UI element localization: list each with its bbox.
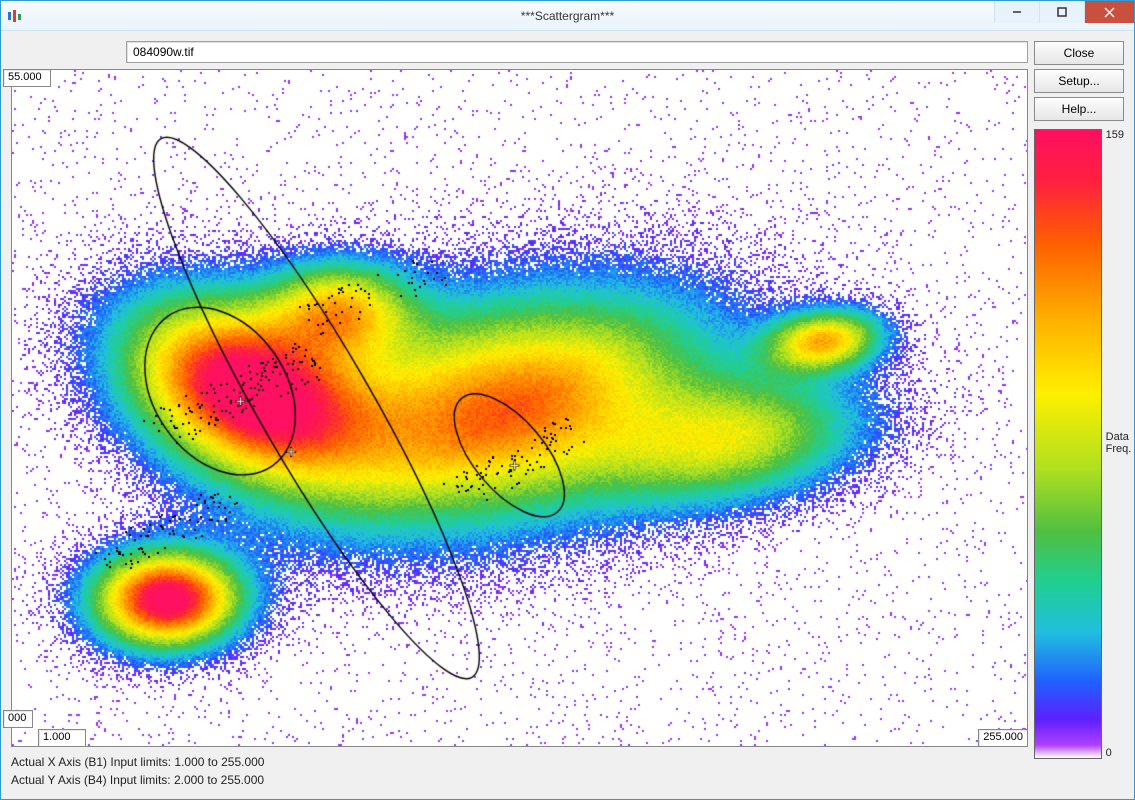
maximize-button[interactable]: [1039, 1, 1084, 23]
x-axis-info: Actual X Axis (B1) Input limits: 1.000 t…: [11, 753, 1028, 771]
y-axis-info: Actual Y Axis (B4) Input limits: 2.000 t…: [11, 771, 1028, 789]
colorbar-min: 0: [1106, 747, 1124, 759]
app-window: ***Scattergram*** Close 55.00: [0, 0, 1135, 800]
colorbar-canvas: [1034, 129, 1102, 759]
x-max-label: 255.000: [978, 729, 1028, 747]
content-area: Close 55.000 000 1.000 255.000 Actual X …: [1, 31, 1134, 799]
help-button[interactable]: Help...: [1034, 97, 1124, 121]
scatter-canvas[interactable]: [12, 70, 1027, 746]
close-window-button[interactable]: [1084, 1, 1134, 23]
main-row: 55.000 000 1.000 255.000 Actual X Axis (…: [11, 69, 1124, 789]
window-title: ***Scattergram***: [1, 9, 1134, 23]
y-max-label: 55.000: [3, 69, 51, 87]
y-min-label: 000: [3, 710, 33, 728]
scatter-chart[interactable]: 55.000 000 1.000 255.000: [11, 69, 1028, 747]
minimize-button[interactable]: [994, 1, 1039, 23]
window-controls: [994, 1, 1134, 30]
titlebar[interactable]: ***Scattergram***: [1, 1, 1134, 31]
filename-input[interactable]: [126, 41, 1028, 63]
plot-area: 55.000 000 1.000 255.000 Actual X Axis (…: [11, 69, 1028, 789]
axis-info: Actual X Axis (B1) Input limits: 1.000 t…: [11, 753, 1028, 789]
app-icon: [7, 8, 23, 24]
x-min-label: 1.000: [38, 729, 86, 747]
colorbar-label: Data Freq.: [1106, 431, 1132, 455]
top-row: Close: [11, 41, 1124, 65]
right-panel: Setup... Help... 159 Data Freq. 0: [1034, 69, 1124, 789]
setup-button[interactable]: Setup...: [1034, 69, 1124, 93]
close-button[interactable]: Close: [1034, 41, 1124, 65]
colorbar: 159 Data Freq. 0: [1034, 129, 1124, 789]
colorbar-max: 159: [1106, 129, 1124, 141]
